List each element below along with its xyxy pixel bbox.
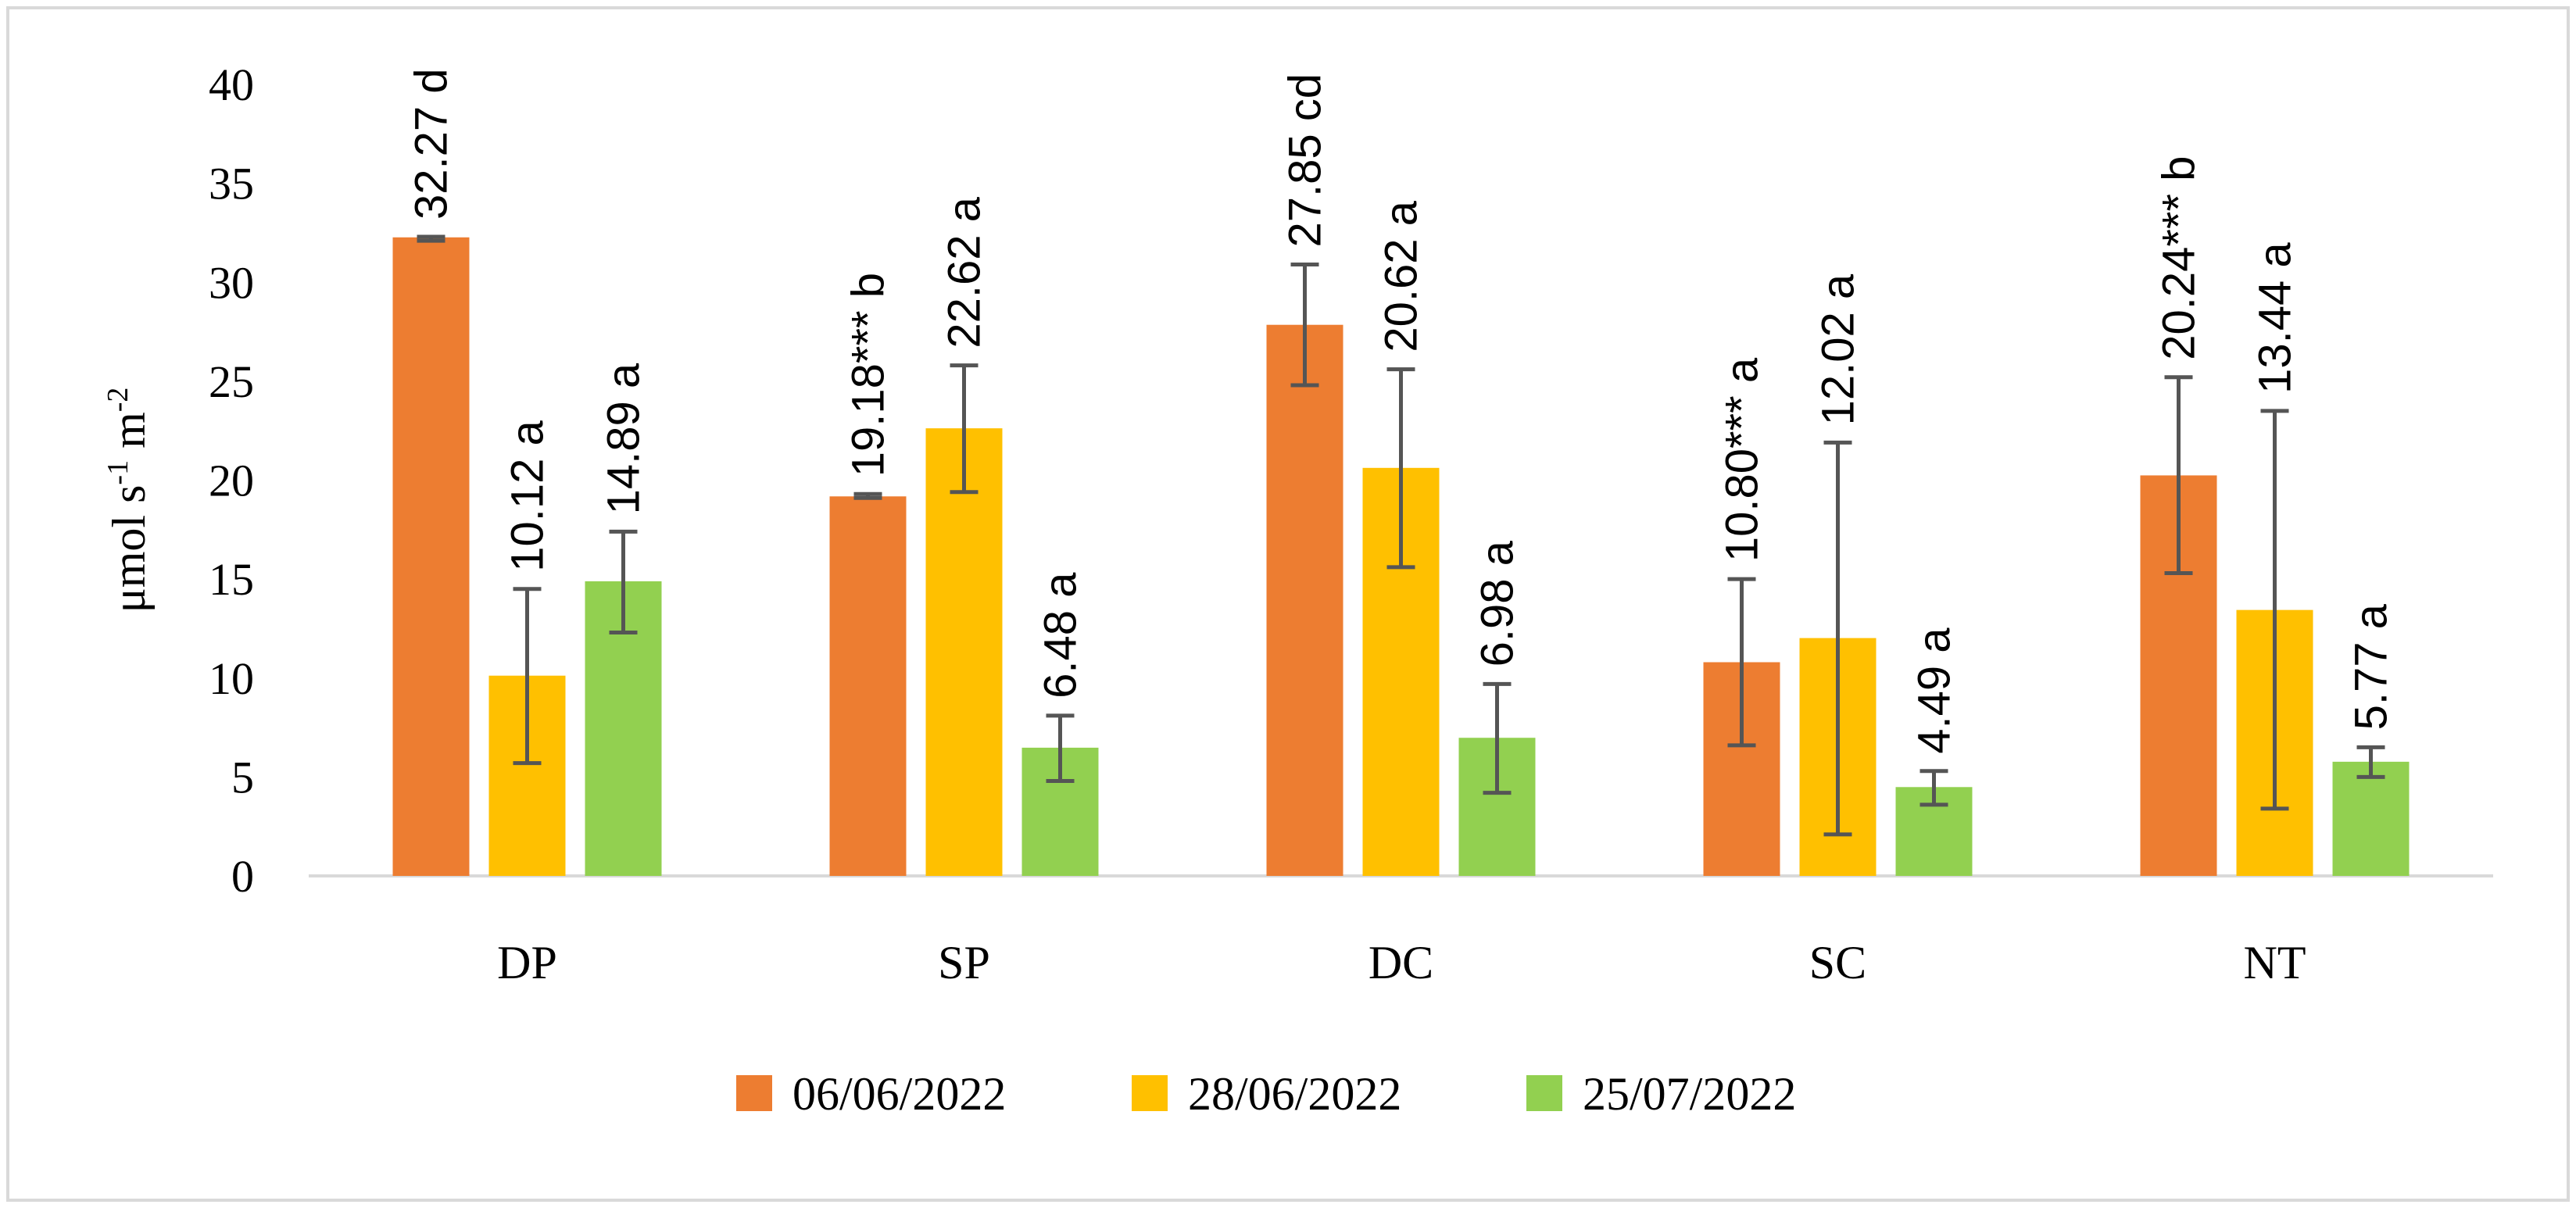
legend-label: 06/06/2022 [792, 1068, 1006, 1120]
data-label: 10.12 a [503, 420, 553, 572]
y-tick-label: 5 [231, 752, 254, 802]
y-tick-label: 30 [209, 257, 254, 308]
legend-swatch [1526, 1075, 1562, 1111]
data-label: 13.44 a [2250, 242, 2301, 394]
y-tick-label: 35 [209, 159, 254, 209]
data-labels-layer: 32.27 d 10.12 a 14.89 a 19.18*** b 22.62 a 6.… [406, 68, 2397, 753]
category-labels: DP SP DC SC NT [497, 937, 2306, 988]
data-label: 19.18*** b [843, 273, 894, 477]
y-axis-title: μmol s-1 m-2 [102, 388, 155, 613]
data-label: 10.80*** a [1717, 357, 1768, 562]
y-tick-label: 15 [209, 554, 254, 605]
y-axis-title-exp2: -2 [102, 388, 134, 413]
y-axis-title-mid: m [103, 412, 155, 460]
data-label: 27.85 cd [1280, 73, 1331, 248]
bar [925, 428, 1003, 876]
data-label: 6.48 a [1036, 572, 1086, 699]
y-tick-label: 10 [209, 653, 254, 704]
bar [829, 496, 907, 876]
data-label: 4.49 a [1909, 627, 1960, 754]
bar [1266, 324, 1343, 877]
data-label: 14.89 a [599, 363, 649, 514]
bar [392, 237, 470, 877]
bars-layer [392, 237, 2410, 877]
y-tick-label: 25 [209, 356, 254, 407]
y-tick-label: 40 [209, 59, 254, 110]
data-label: 22.62 a [939, 196, 990, 348]
data-label: 5.77 a [2346, 603, 2397, 730]
data-label: 20.24*** b [2154, 156, 2205, 360]
y-axis-title-exp1: -1 [102, 460, 134, 485]
legend: 06/06/2022 28/06/2022 25/07/2022 [736, 1068, 1796, 1120]
legend-swatch [736, 1075, 772, 1111]
category-label: NT [2244, 937, 2306, 988]
category-label: DP [497, 937, 557, 988]
y-axis-ticks: 0 5 10 15 20 25 30 35 40 [209, 59, 254, 902]
category-label: SP [938, 937, 990, 988]
data-label: 20.62 a [1376, 200, 1427, 352]
y-tick-label: 0 [231, 851, 254, 902]
legend-label: 28/06/2022 [1188, 1068, 1401, 1120]
category-label: DC [1368, 937, 1433, 988]
error-bars-layer [417, 234, 2385, 837]
legend-label: 25/07/2022 [1583, 1068, 1796, 1120]
y-tick-label: 20 [209, 456, 254, 506]
bar [2332, 761, 2410, 876]
category-label: SC [1809, 937, 1866, 988]
data-label: 12.02 a [1813, 273, 1864, 425]
data-label: 6.98 a [1472, 540, 1523, 667]
y-axis-title-base: μmol s [103, 485, 155, 613]
legend-swatch [1132, 1075, 1168, 1111]
data-label: 32.27 d [406, 68, 457, 220]
